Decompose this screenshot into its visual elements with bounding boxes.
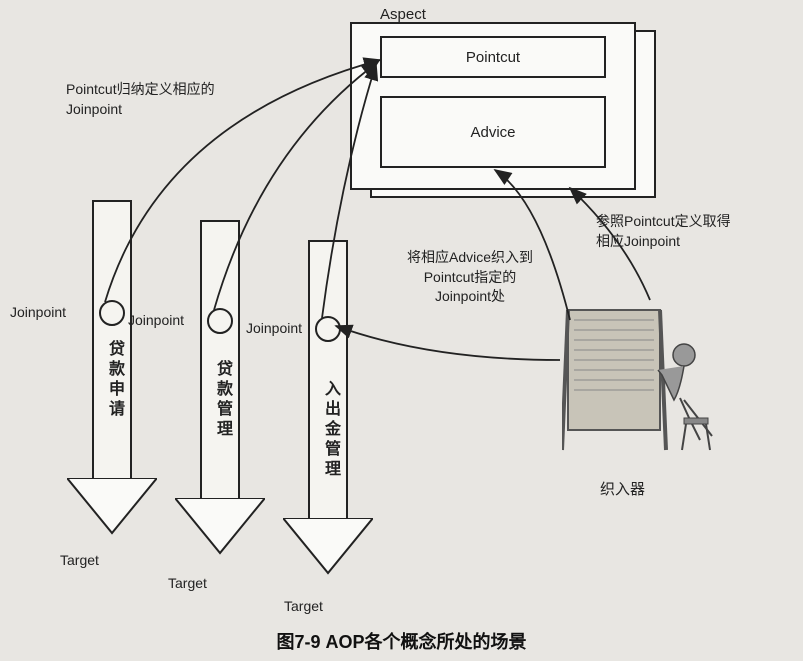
- weaver-icon: [562, 300, 722, 470]
- aspect-label: Aspect: [380, 6, 426, 23]
- target-label: Target: [60, 552, 99, 568]
- target-label: Target: [168, 575, 207, 591]
- annotation-topleft-line2: Joinpoint: [66, 100, 215, 120]
- weaver-label: 织入器: [600, 478, 645, 499]
- joinpoint-circle: [99, 300, 125, 326]
- annotation-right-line2: 相应Joinpoint: [596, 232, 731, 252]
- advice-box: Advice: [380, 96, 606, 168]
- annotation-topleft: Pointcut归纳定义相应的 Joinpoint: [66, 80, 215, 119]
- connector-curve: [336, 326, 560, 360]
- target-arrow-label: 贷款管理: [210, 360, 234, 440]
- annotation-middle-line1: 将相应Advice织入到: [380, 248, 560, 268]
- target-arrow-label: 入出金管理: [318, 380, 342, 480]
- joinpoint-label: Joinpoint: [10, 304, 66, 320]
- annotation-right: 参照Pointcut定义取得 相应Joinpoint: [596, 212, 731, 251]
- joinpoint-label: Joinpoint: [128, 312, 184, 328]
- target-label: Target: [284, 598, 323, 614]
- pointcut-box: Pointcut: [380, 36, 606, 78]
- joinpoint-label: Joinpoint: [246, 320, 302, 336]
- target-arrow-head: [175, 498, 265, 557]
- target-arrow-label: 贷款申请: [102, 340, 126, 420]
- annotation-middle-line2: Pointcut指定的: [380, 268, 560, 288]
- annotation-middle-line3: Joinpoint处: [380, 287, 560, 307]
- diagram-canvas: Aspect Pointcut Advice Pointcut归纳定义相应的 J…: [0, 0, 803, 661]
- joinpoint-circle: [207, 308, 233, 334]
- target-arrow-head: [67, 478, 157, 537]
- figure-caption: 图7-9 AOP各个概念所处的场景: [0, 628, 803, 654]
- target-arrow-head: [283, 518, 373, 577]
- annotation-topleft-line1: Pointcut归纳定义相应的: [66, 80, 215, 100]
- annotation-middle: 将相应Advice织入到 Pointcut指定的 Joinpoint处: [380, 248, 560, 307]
- weaver-illustration: [562, 300, 722, 470]
- annotation-right-line1: 参照Pointcut定义取得: [596, 212, 731, 232]
- joinpoint-circle: [315, 316, 341, 342]
